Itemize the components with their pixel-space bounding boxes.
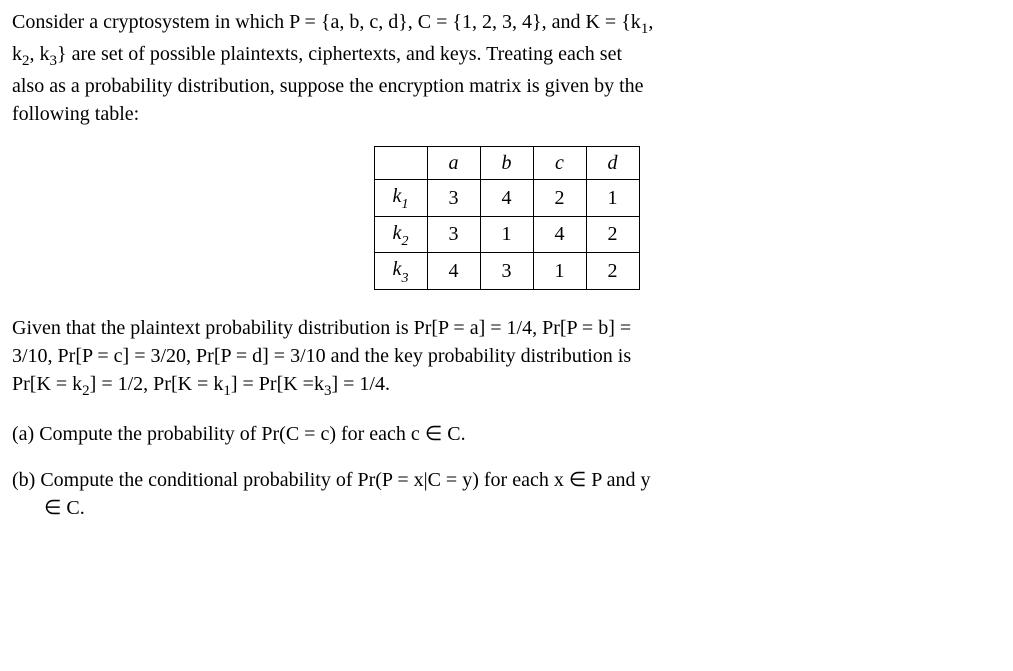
table-row: k1 3 4 2 1 — [374, 180, 639, 217]
table-cell: 4 — [533, 216, 586, 253]
para2-line3c: ] = Pr[K =k — [231, 373, 324, 395]
row-header: k1 — [374, 180, 427, 217]
row-header: k3 — [374, 253, 427, 290]
row-key-sub: 3 — [401, 271, 408, 286]
para2-line3b: ] = 1/2, Pr[K = k — [90, 373, 224, 395]
table-cell: 3 — [427, 180, 480, 217]
para2-line1: Given that the plaintext probability dis… — [12, 317, 631, 339]
element-of-icon: ∈ — [569, 469, 586, 491]
para1-text-2c: } are set of possible plaintexts, cipher… — [57, 43, 622, 65]
encryption-table-wrap: a b c d k1 3 4 2 1 k2 3 1 4 2 k3 4 3 1 2 — [12, 146, 1001, 290]
qb-line2b: C. — [61, 497, 84, 519]
qa-end: C. — [442, 423, 465, 445]
sub: 2 — [82, 383, 90, 399]
sub: 1 — [223, 383, 231, 399]
table-header-row: a b c d — [374, 147, 639, 180]
table-cell: 2 — [586, 216, 639, 253]
col-header: b — [480, 147, 533, 180]
para2-line3a: Pr[K = k — [12, 373, 82, 395]
row-key-sub: 2 — [401, 234, 408, 249]
intro-paragraph: Consider a cryptosystem in which P = {a,… — [12, 8, 1001, 128]
table-cell: 1 — [586, 180, 639, 217]
qa-text: (a) Compute the probability of Pr(C = c)… — [12, 423, 425, 445]
sub-k3: 3 — [50, 53, 58, 69]
qb-line1b: P and y — [586, 469, 650, 491]
para1-text-2a: k — [12, 43, 22, 65]
para1-text-1end: , — [648, 11, 653, 33]
col-header: a — [427, 147, 480, 180]
sub-k2: 2 — [22, 53, 30, 69]
para1-text-1: Consider a cryptosystem in which P = {a,… — [12, 11, 641, 33]
table-cell: 1 — [533, 253, 586, 290]
para1-text-4: following table: — [12, 103, 139, 125]
table-cell: 2 — [586, 253, 639, 290]
table-row: k3 4 3 1 2 — [374, 253, 639, 290]
question-a: (a) Compute the probability of Pr(C = c)… — [12, 420, 1001, 448]
para1-text-3: also as a probability distribution, supp… — [12, 75, 644, 97]
element-of-icon: ∈ — [44, 497, 61, 519]
row-header: k2 — [374, 216, 427, 253]
encryption-table: a b c d k1 3 4 2 1 k2 3 1 4 2 k3 4 3 1 2 — [374, 146, 640, 290]
table-cell: 2 — [533, 180, 586, 217]
para1-text-2b: , k — [30, 43, 50, 65]
col-header: c — [533, 147, 586, 180]
para2-line3d: ] = 1/4. — [331, 373, 390, 395]
element-of-icon: ∈ — [425, 423, 442, 445]
table-cell: 3 — [480, 253, 533, 290]
table-cell: 4 — [427, 253, 480, 290]
table-cell: 1 — [480, 216, 533, 253]
qb-line1a: (b) Compute the conditional probability … — [12, 469, 569, 491]
table-corner-cell — [374, 147, 427, 180]
table-row: k2 3 1 4 2 — [374, 216, 639, 253]
qb-line2-indent: ∈ C. — [12, 497, 85, 519]
col-header: d — [586, 147, 639, 180]
table-cell: 4 — [480, 180, 533, 217]
table-cell: 3 — [427, 216, 480, 253]
para2-line2: 3/10, Pr[P = c] = 3/20, Pr[P = d] = 3/10… — [12, 345, 631, 367]
row-key-sub: 1 — [401, 197, 408, 212]
question-b: (b) Compute the conditional probability … — [12, 466, 1001, 522]
distribution-paragraph: Given that the plaintext probability dis… — [12, 314, 1001, 402]
